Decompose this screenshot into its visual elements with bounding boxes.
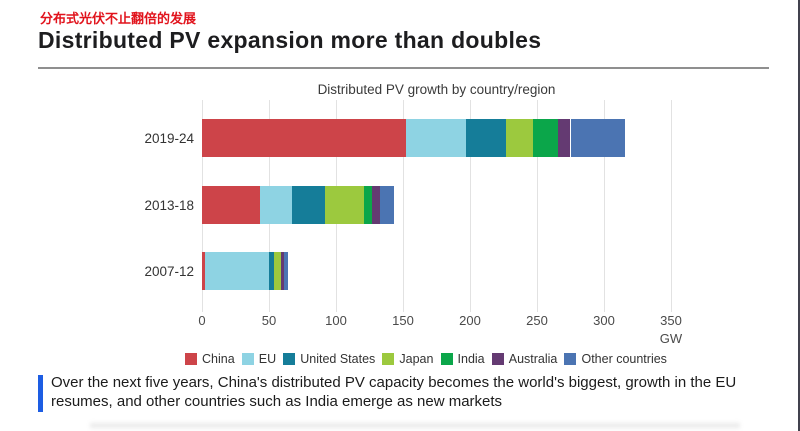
bar-2007-12-segment-other-countries <box>284 252 289 290</box>
legend-item-japan: Japan <box>382 352 433 366</box>
legend-item-eu: EU <box>241 352 277 366</box>
axis-unit-label: GW <box>659 331 683 346</box>
bar-2013-18-segment-united-states <box>291 186 326 224</box>
bar-2007-12-segment-japan <box>274 252 282 290</box>
gridline-150 <box>403 100 404 312</box>
bar-2007-12-segment-united-states <box>269 252 275 290</box>
bar-2013-18-segment-india <box>364 186 373 224</box>
page-title: Distributed PV expansion more than doubl… <box>38 27 542 53</box>
x-tick-label-300: 300 <box>593 313 615 328</box>
bar-2019-24-segment-other-countries <box>570 119 626 157</box>
bar-2019-24-segment-australia <box>558 119 571 157</box>
bar-2013-18-segment-other-countries <box>380 186 394 224</box>
x-tick-label-100: 100 <box>325 313 347 328</box>
x-tick-label-0: 0 <box>198 313 206 328</box>
x-tick-label-150: 150 <box>392 313 414 328</box>
bar-2007-12-segment-eu <box>204 252 269 290</box>
bar-2007-12-segment-china <box>202 252 205 290</box>
bar-2019-24-segment-india <box>532 119 559 157</box>
bar-2019-24-segment-japan <box>506 119 533 157</box>
row-label-2013-18: 2013-18 <box>144 197 194 213</box>
gridline-200 <box>470 100 471 312</box>
legend-item-india: India <box>440 352 485 366</box>
row-label-2019-24: 2019-24 <box>144 130 194 146</box>
bar-2019-24-segment-united-states <box>465 119 507 157</box>
gridline-250 <box>537 100 538 312</box>
bar-2013-18-segment-eu <box>259 186 292 224</box>
legend-label: United States <box>300 352 376 366</box>
x-tick-label-250: 250 <box>526 313 548 328</box>
gridline-300 <box>604 100 605 312</box>
x-tick-label-350: 350 <box>660 313 682 328</box>
legend-swatch-icon <box>185 353 197 365</box>
legend-swatch-icon <box>491 353 504 365</box>
bar-2013-18-segment-china <box>202 186 260 224</box>
caption-text: Over the next five years, China's distri… <box>51 374 737 411</box>
x-tick-label-200: 200 <box>459 313 481 328</box>
chinese-subtitle: 分布式光伏不止翻倍的发展 <box>40 11 197 26</box>
row-label-2007-12: 2007-12 <box>144 263 194 279</box>
window-right-border <box>798 0 800 431</box>
legend-label: Australia <box>508 352 558 366</box>
bar-2013-18-segment-japan <box>325 186 365 224</box>
legend-label: Other countries <box>581 352 667 366</box>
legend-item-australia: Australia <box>491 352 558 366</box>
legend-swatch-icon <box>382 353 395 365</box>
x-tick-label-50: 50 <box>261 313 277 328</box>
bar-2019-24-segment-eu <box>405 119 466 157</box>
legend-label: India <box>457 352 485 366</box>
legend-item-china: China <box>185 352 235 366</box>
legend-swatch-icon <box>440 353 453 365</box>
title-divider-line <box>38 67 769 69</box>
legend-swatch-icon <box>241 353 254 365</box>
bar-2013-18-segment-australia <box>372 186 381 224</box>
bar-2007-12-segment-australia <box>281 252 285 290</box>
legend-swatch-icon <box>283 353 296 365</box>
legend-label: EU <box>258 352 277 366</box>
legend-swatch-icon <box>564 353 577 365</box>
chart-legend: China EU United States Japan India Australia O… <box>185 352 667 366</box>
chart-title: Distributed PV growth by country/region <box>317 82 556 97</box>
bottom-faded-text-artifact <box>90 423 740 428</box>
legend-label: China <box>202 352 235 366</box>
legend-label: Japan <box>399 352 434 366</box>
bar-2019-24-segment-china <box>202 119 406 157</box>
caption-accent-bar <box>38 375 43 412</box>
gridline-350 <box>671 100 672 312</box>
legend-item-united-states: United States <box>283 352 375 366</box>
legend-item-other-countries: Other countries <box>564 352 667 366</box>
